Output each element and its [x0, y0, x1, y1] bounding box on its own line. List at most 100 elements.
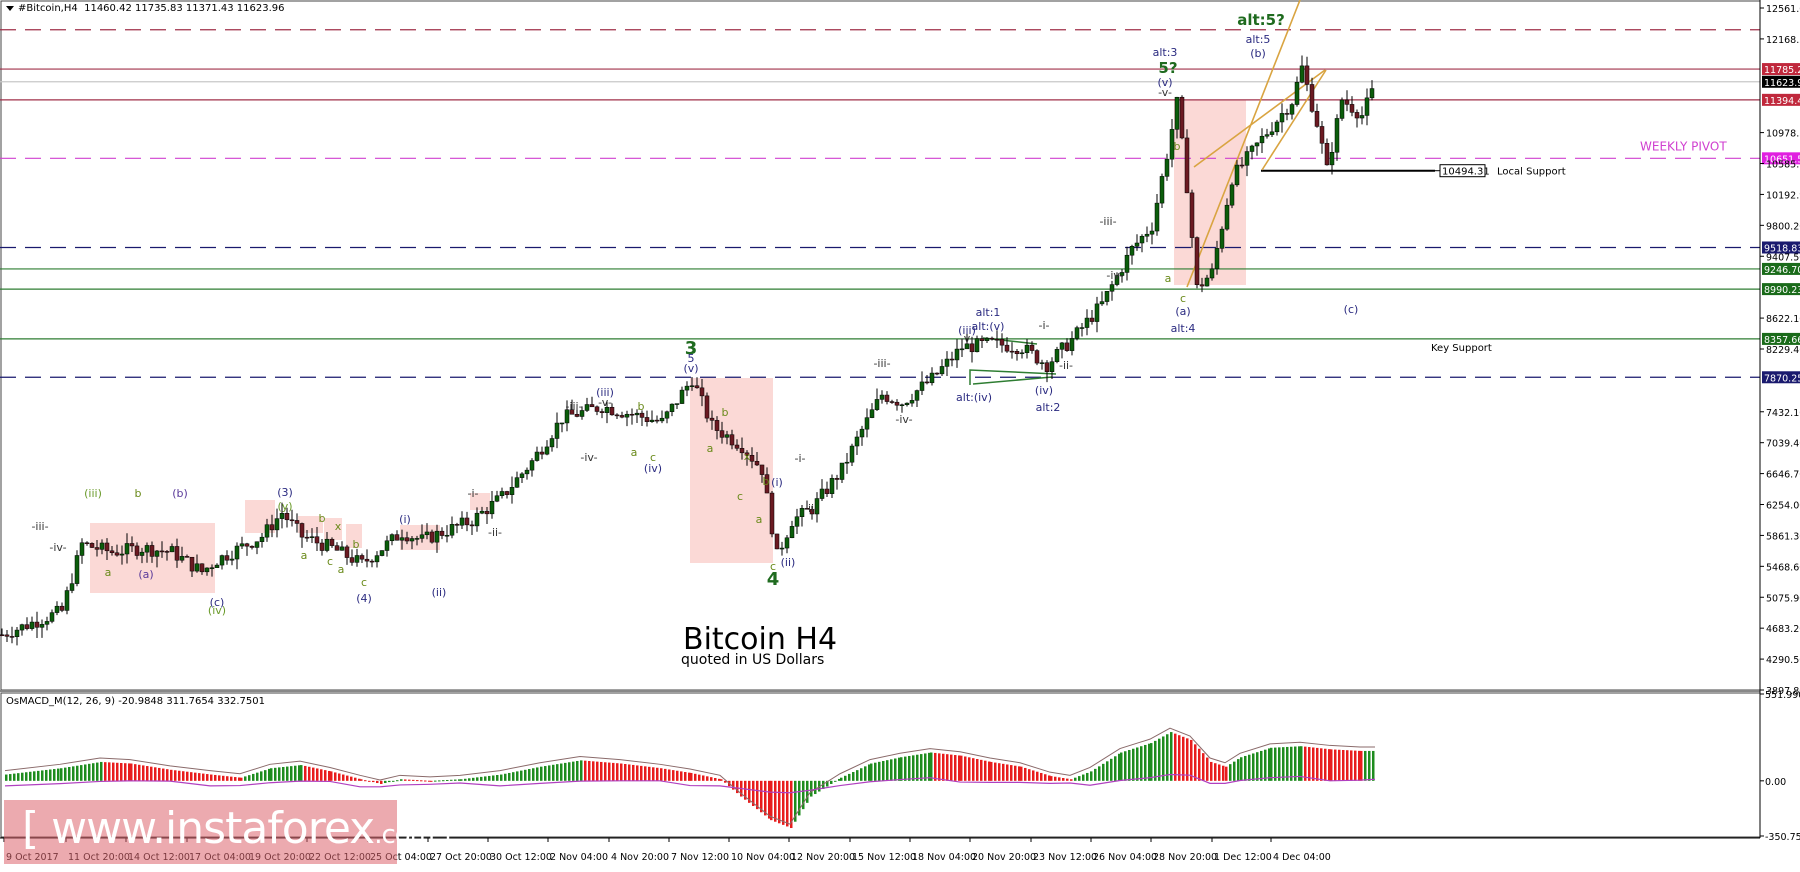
wave-label: -iii-	[565, 400, 582, 413]
wave-label: alt:(iv)	[956, 391, 992, 404]
dropdown-triangle-icon[interactable]	[6, 5, 14, 11]
wave-label: b	[135, 487, 142, 500]
wave-label: a	[631, 446, 638, 459]
wave-label: -iii-	[31, 520, 48, 533]
price-tick: 12561.00	[1766, 4, 1800, 15]
wave-label: (a)	[138, 568, 153, 581]
time-tick: 4 Nov 20:00	[611, 852, 669, 863]
wave-label: a	[338, 563, 345, 576]
wave-label: (ii)	[432, 586, 447, 599]
triangle-lower-line[interactable]	[972, 376, 1053, 385]
price-tick: 9800.20	[1766, 221, 1800, 232]
wave-label: (y)	[277, 500, 292, 513]
ohlc-values: 11460.42 11735.83 11371.43 11623.96	[84, 3, 285, 14]
price-axis: 12561.00 12168.30 11785.22 11623.96 11394.40…	[1760, 4, 1800, 697]
time-tick: 18 Nov 04:00	[912, 852, 976, 863]
price-tick: 10585.60	[1766, 160, 1800, 171]
price-tick: 8622.10	[1766, 314, 1800, 325]
price-tick: 4290.50	[1766, 655, 1800, 666]
channel-upper-line[interactable]	[1186, 0, 1301, 288]
time-tick: 7 Nov 12:00	[671, 852, 729, 863]
time-tick: 10 Nov 04:00	[731, 852, 795, 863]
chart-header: #Bitcoin,H4 11460.42 11735.83 11371.43 1…	[6, 3, 285, 14]
wave-label: a	[1165, 272, 1172, 285]
wave-label: 5?	[1158, 59, 1177, 77]
macd-axis-tick: -350.7521	[1765, 832, 1800, 843]
wave-label: -i-	[468, 487, 479, 500]
wave-label: (v)	[1157, 76, 1172, 89]
candles	[0, 55, 1375, 646]
watermark-text: [ www.instaforex.com ]	[22, 803, 451, 854]
time-tick: 27 Oct 20:00	[430, 852, 492, 863]
wave-label: (b)	[172, 487, 188, 500]
wave-label: (4)	[356, 592, 372, 605]
symbol-label: #Bitcoin,H4	[18, 3, 78, 14]
price-tick: 6646.70	[1766, 470, 1800, 481]
price-tag: 7870.25	[1764, 373, 1800, 384]
wave-label: -ii-	[488, 526, 502, 539]
price-tick: 5861.30	[1766, 531, 1800, 542]
time-tick: 25 Oct 04:00	[370, 852, 432, 863]
wave-label: 3	[685, 338, 698, 359]
wave-label: alt:2	[1036, 401, 1061, 414]
macd-signal-line	[4, 727, 1375, 825]
local-support-label: Local Support	[1497, 167, 1566, 178]
wave-label: -iv-	[580, 451, 597, 464]
wave-label: (iv)	[644, 462, 662, 475]
wave-label: -i-	[1039, 319, 1050, 332]
macd-axis-tick: 0.00	[1765, 777, 1786, 788]
price-tag: 9246.70	[1764, 265, 1800, 276]
price-tag: 8357.66	[1764, 335, 1800, 346]
wave-label: alt:3	[1153, 46, 1178, 59]
time-tick: 28 Nov 20:00	[1153, 852, 1217, 863]
wave-label: (iii)	[958, 324, 976, 337]
wave-label: b	[722, 406, 729, 419]
time-tick: 30 Oct 12:00	[490, 852, 552, 863]
wave-label: a	[301, 549, 308, 562]
wave-label: (i)	[399, 513, 411, 526]
wave-label: x	[335, 520, 342, 533]
wave-label: -i-	[795, 452, 806, 465]
price-tag: 11623.96	[1764, 78, 1800, 89]
channel-mid-line[interactable]	[1193, 69, 1326, 168]
wave-label: (v)	[683, 362, 698, 375]
macd-histogram	[5, 732, 1375, 829]
wave-label: (iii)	[84, 487, 102, 500]
correction-zone	[1183, 100, 1246, 285]
wave-label: -iv-	[1106, 269, 1123, 282]
wave-label: b	[763, 475, 770, 488]
channel-lower-line[interactable]	[1261, 69, 1327, 171]
wave-label: -ii-	[1059, 359, 1073, 372]
wave-label: (iv)	[208, 604, 226, 617]
wave-label: b	[1174, 140, 1181, 153]
watermark-domain: [ www.instaforex	[22, 803, 375, 854]
correction-zone	[690, 378, 773, 563]
price-tick: 10978.30	[1766, 129, 1800, 140]
watermark-suffix: .com ]	[374, 820, 451, 850]
price-tick: 3897.80	[1766, 686, 1800, 697]
wave-label: -iii-	[1099, 215, 1116, 228]
wave-label: alt:4	[1171, 322, 1196, 335]
wave-label: b	[319, 512, 326, 525]
wave-label: 5	[688, 352, 695, 365]
key-support-label: Key Support	[1431, 343, 1492, 354]
time-tick: 2 Nov 04:00	[550, 852, 608, 863]
wave-label: -ii-	[804, 502, 818, 515]
price-tick: 12168.30	[1766, 35, 1800, 46]
macd-axis-tick: 551.9909	[1765, 690, 1800, 701]
price-tick: 10192.90	[1766, 190, 1800, 201]
correction-zone	[470, 493, 490, 510]
price-tag: 11394.40	[1764, 96, 1800, 107]
time-tick: 23 Nov 12:00	[1033, 852, 1097, 863]
wave-label: b	[638, 400, 645, 413]
wave-label: -v-	[1158, 86, 1172, 99]
wave-label: -iii-	[873, 357, 890, 370]
correction-zone	[346, 524, 362, 548]
wave-label: c	[1180, 292, 1186, 305]
elliott-wave-labels: -iii--iv-(iii)ab(a)(b)(c)(iv)(3)(y)abxca…	[31, 11, 1358, 617]
price-tick: 6254.00	[1766, 501, 1800, 512]
wave-label: c	[650, 451, 656, 464]
wave-label: -v-	[960, 332, 974, 345]
